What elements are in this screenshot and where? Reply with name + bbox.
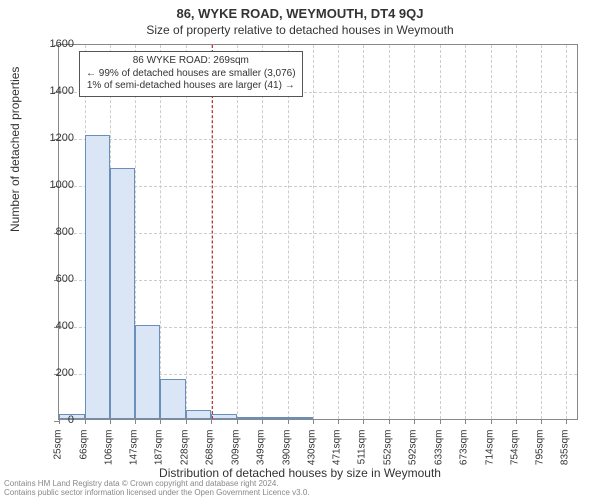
histogram-bar xyxy=(237,417,262,419)
gridline-v xyxy=(541,45,542,419)
x-tick xyxy=(389,419,390,424)
gridline-v xyxy=(262,45,263,419)
x-tick-label: 795sqm xyxy=(535,430,546,480)
x-tick-label: 147sqm xyxy=(129,430,140,480)
x-tick xyxy=(313,419,314,424)
gridline-v xyxy=(566,45,567,419)
y-axis-label: Number of detached properties xyxy=(8,67,22,232)
x-tick xyxy=(363,419,364,424)
y-tick-label: 1600 xyxy=(34,38,74,50)
y-tick-label: 0 xyxy=(34,414,74,426)
gridline-v xyxy=(516,45,517,419)
x-tick-label: 754sqm xyxy=(509,430,520,480)
x-tick-label: 673sqm xyxy=(458,430,469,480)
x-tick xyxy=(541,419,542,424)
x-tick xyxy=(135,419,136,424)
histogram-bar xyxy=(135,325,160,419)
histogram-bar xyxy=(288,417,313,419)
gridline-v xyxy=(237,45,238,419)
title-sub: Size of property relative to detached ho… xyxy=(0,21,600,41)
gridline-v xyxy=(389,45,390,419)
footer-line2: Contains public sector information licen… xyxy=(4,489,310,498)
x-tick xyxy=(414,419,415,424)
x-tick-label: 390sqm xyxy=(281,430,292,480)
annotation-line: 1% of semi-detached houses are larger (4… xyxy=(86,80,296,93)
x-tick xyxy=(440,419,441,424)
y-tick-label: 1400 xyxy=(34,85,74,97)
x-tick-label: 835sqm xyxy=(560,430,571,480)
x-tick-label: 228sqm xyxy=(180,430,191,480)
chart-area: 86 WYKE ROAD: 269sqm← 99% of detached ho… xyxy=(58,44,578,420)
x-tick xyxy=(85,419,86,424)
gridline-h xyxy=(59,280,577,281)
x-tick-label: 430sqm xyxy=(306,430,317,480)
x-tick xyxy=(566,419,567,424)
x-tick-label: 592sqm xyxy=(408,430,419,480)
x-tick-label: 471sqm xyxy=(332,430,343,480)
x-tick-label: 106sqm xyxy=(103,430,114,480)
gridline-h xyxy=(59,186,577,187)
annotation-line: ← 99% of detached houses are smaller (3,… xyxy=(86,68,296,81)
gridline-v xyxy=(363,45,364,419)
histogram-bar xyxy=(85,135,110,419)
x-tick-label: 349sqm xyxy=(255,430,266,480)
x-tick xyxy=(160,419,161,424)
gridline-h xyxy=(59,139,577,140)
annotation-box: 86 WYKE ROAD: 269sqm← 99% of detached ho… xyxy=(79,51,303,97)
x-tick-label: 633sqm xyxy=(433,430,444,480)
histogram-bar xyxy=(160,379,186,419)
histogram-bar xyxy=(110,168,136,419)
gridline-v xyxy=(440,45,441,419)
y-tick-label: 1200 xyxy=(34,132,74,144)
annotation-line: 86 WYKE ROAD: 269sqm xyxy=(86,55,296,68)
histogram-bar xyxy=(262,417,288,419)
x-tick xyxy=(237,419,238,424)
gridline-v xyxy=(491,45,492,419)
x-tick xyxy=(491,419,492,424)
y-tick-label: 600 xyxy=(34,273,74,285)
x-tick xyxy=(338,419,339,424)
x-tick-label: 268sqm xyxy=(205,430,216,480)
x-tick-label: 187sqm xyxy=(154,430,165,480)
gridline-v xyxy=(313,45,314,419)
x-tick xyxy=(465,419,466,424)
y-tick-label: 800 xyxy=(34,226,74,238)
x-tick xyxy=(186,419,187,424)
x-tick-label: 714sqm xyxy=(484,430,495,480)
x-tick xyxy=(288,419,289,424)
gridline-v xyxy=(160,45,161,419)
gridline-v xyxy=(186,45,187,419)
x-tick xyxy=(211,419,212,424)
footer-note: Contains HM Land Registry data © Crown c… xyxy=(4,480,310,498)
x-tick-label: 511sqm xyxy=(357,430,368,480)
plot-area: 86 WYKE ROAD: 269sqm← 99% of detached ho… xyxy=(58,44,578,420)
y-tick-label: 1000 xyxy=(34,179,74,191)
title-main: 86, WYKE ROAD, WEYMOUTH, DT4 9QJ xyxy=(0,0,600,21)
x-tick-label: 309sqm xyxy=(230,430,241,480)
x-tick-label: 66sqm xyxy=(78,430,89,480)
x-tick-label: 25sqm xyxy=(53,430,64,480)
reference-line xyxy=(212,45,213,419)
x-tick xyxy=(110,419,111,424)
gridline-v xyxy=(338,45,339,419)
x-tick xyxy=(262,419,263,424)
gridline-v xyxy=(414,45,415,419)
x-tick-label: 552sqm xyxy=(383,430,394,480)
y-tick-label: 200 xyxy=(34,367,74,379)
gridline-h xyxy=(59,233,577,234)
histogram-bar xyxy=(186,410,211,419)
gridline-v xyxy=(465,45,466,419)
x-tick xyxy=(516,419,517,424)
histogram-bar xyxy=(211,414,237,419)
y-tick-label: 400 xyxy=(34,320,74,332)
gridline-v xyxy=(288,45,289,419)
